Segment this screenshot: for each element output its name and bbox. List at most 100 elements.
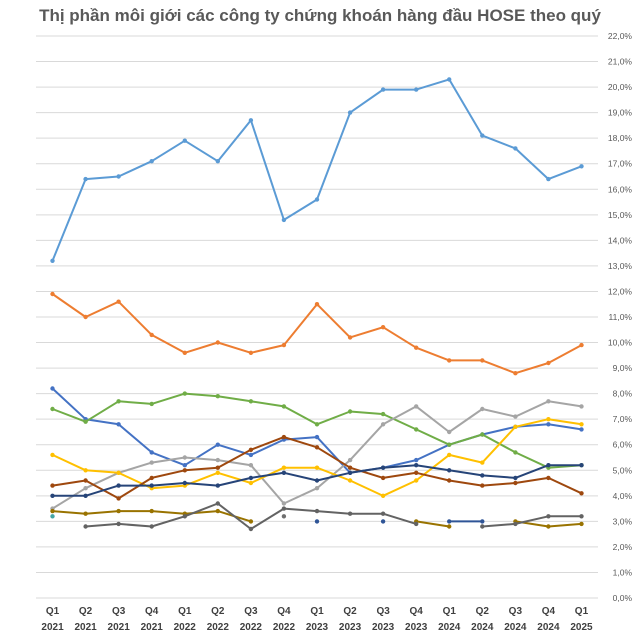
data-point bbox=[248, 463, 254, 468]
series-10 bbox=[83, 501, 584, 532]
x-tick-year: 2021 bbox=[141, 622, 164, 633]
data-point bbox=[414, 478, 419, 483]
data-point bbox=[546, 399, 551, 404]
x-tick-quarter: Q3 bbox=[112, 606, 126, 617]
data-point bbox=[83, 419, 88, 424]
y-tick-label: 18,0% bbox=[608, 133, 633, 143]
series-3 bbox=[50, 386, 584, 475]
data-point bbox=[182, 455, 187, 460]
data-point bbox=[447, 468, 452, 473]
y-tick-label: 5,0% bbox=[613, 465, 633, 475]
series-1 bbox=[50, 77, 584, 263]
data-point bbox=[314, 508, 320, 514]
data-point bbox=[414, 87, 419, 92]
data-point bbox=[215, 442, 220, 447]
y-tick-label: 11,0% bbox=[609, 312, 633, 322]
x-tick-year: 2021 bbox=[74, 622, 97, 633]
data-point bbox=[314, 434, 320, 440]
y-tick-label: 9,0% bbox=[613, 363, 633, 373]
x-tick-year: 2024 bbox=[471, 622, 494, 633]
data-point bbox=[215, 394, 220, 399]
x-tick-quarter: Q4 bbox=[542, 606, 556, 617]
data-point bbox=[380, 475, 386, 481]
data-point bbox=[347, 470, 353, 475]
x-tick-quarter: Q3 bbox=[509, 606, 523, 617]
x-tick-quarter: Q1 bbox=[178, 606, 192, 617]
x-tick-year: 2021 bbox=[41, 622, 64, 633]
data-point bbox=[248, 475, 254, 481]
x-tick-year: 2023 bbox=[372, 622, 395, 633]
data-point bbox=[50, 508, 55, 514]
x-tick-quarter: Q1 bbox=[46, 606, 60, 617]
data-point bbox=[513, 450, 518, 455]
chart-title: Thị phần môi giới các công ty chứng khoá… bbox=[39, 6, 601, 25]
data-point bbox=[314, 519, 320, 524]
series-8 bbox=[50, 463, 584, 498]
y-tick-label: 6,0% bbox=[613, 440, 633, 450]
x-tick-quarter: Q2 bbox=[211, 606, 225, 617]
data-point bbox=[314, 302, 320, 307]
data-point bbox=[149, 524, 154, 529]
data-point bbox=[182, 480, 187, 486]
data-point bbox=[546, 176, 551, 182]
data-point bbox=[480, 483, 485, 488]
y-tick-label: 7,0% bbox=[613, 414, 633, 424]
data-point bbox=[281, 506, 287, 511]
series-13 bbox=[50, 514, 55, 519]
data-point bbox=[215, 508, 220, 514]
data-point bbox=[579, 164, 584, 169]
y-tick-label: 20,0% bbox=[608, 82, 633, 92]
gridlines bbox=[36, 35, 598, 599]
data-point bbox=[380, 411, 386, 417]
data-point bbox=[447, 429, 452, 435]
data-point bbox=[215, 501, 220, 506]
data-point bbox=[480, 406, 485, 412]
data-point bbox=[546, 524, 551, 529]
data-point bbox=[347, 457, 353, 463]
data-point bbox=[149, 450, 154, 455]
data-point bbox=[215, 457, 220, 463]
data-point bbox=[83, 511, 88, 516]
series-12 bbox=[281, 514, 287, 519]
data-point bbox=[50, 258, 55, 263]
data-point bbox=[314, 486, 320, 491]
x-tick-quarter: Q3 bbox=[376, 606, 390, 617]
y-axis-ticks: 0,0% 1,0% 2,0% 3,0% 4,0% 5,0% 6,0% 7,0% 8,0% 9,0%… bbox=[608, 31, 633, 603]
data-point bbox=[579, 342, 584, 348]
data-point bbox=[414, 427, 419, 432]
data-point bbox=[414, 457, 419, 463]
data-point bbox=[546, 475, 551, 481]
data-point bbox=[182, 463, 187, 468]
data-point bbox=[546, 422, 551, 427]
data-point bbox=[281, 470, 287, 475]
data-point bbox=[116, 521, 121, 527]
data-point bbox=[83, 486, 88, 491]
data-point bbox=[83, 468, 88, 473]
data-point bbox=[248, 480, 254, 486]
data-point bbox=[116, 422, 121, 427]
data-point bbox=[116, 508, 121, 514]
y-tick-label: 22,0% bbox=[608, 31, 633, 41]
data-point bbox=[116, 174, 121, 179]
data-point bbox=[281, 514, 287, 519]
data-point bbox=[380, 511, 386, 516]
data-point bbox=[546, 417, 551, 422]
data-point bbox=[281, 434, 287, 440]
data-point bbox=[347, 409, 353, 414]
data-point bbox=[579, 491, 584, 496]
data-point bbox=[447, 478, 452, 483]
series-9 bbox=[50, 508, 584, 529]
data-point bbox=[546, 514, 551, 519]
series-4 bbox=[50, 391, 584, 470]
x-tick-quarter: Q1 bbox=[575, 606, 589, 617]
x-tick-quarter: Q2 bbox=[476, 606, 490, 617]
x-tick-quarter: Q3 bbox=[244, 606, 258, 617]
data-point bbox=[281, 342, 287, 348]
data-point bbox=[182, 138, 187, 143]
data-point bbox=[579, 521, 584, 527]
data-point bbox=[83, 493, 88, 498]
data-point bbox=[182, 350, 187, 355]
y-tick-label: 4,0% bbox=[613, 491, 633, 501]
y-tick-label: 0,0% bbox=[613, 593, 633, 603]
data-point bbox=[546, 360, 551, 366]
